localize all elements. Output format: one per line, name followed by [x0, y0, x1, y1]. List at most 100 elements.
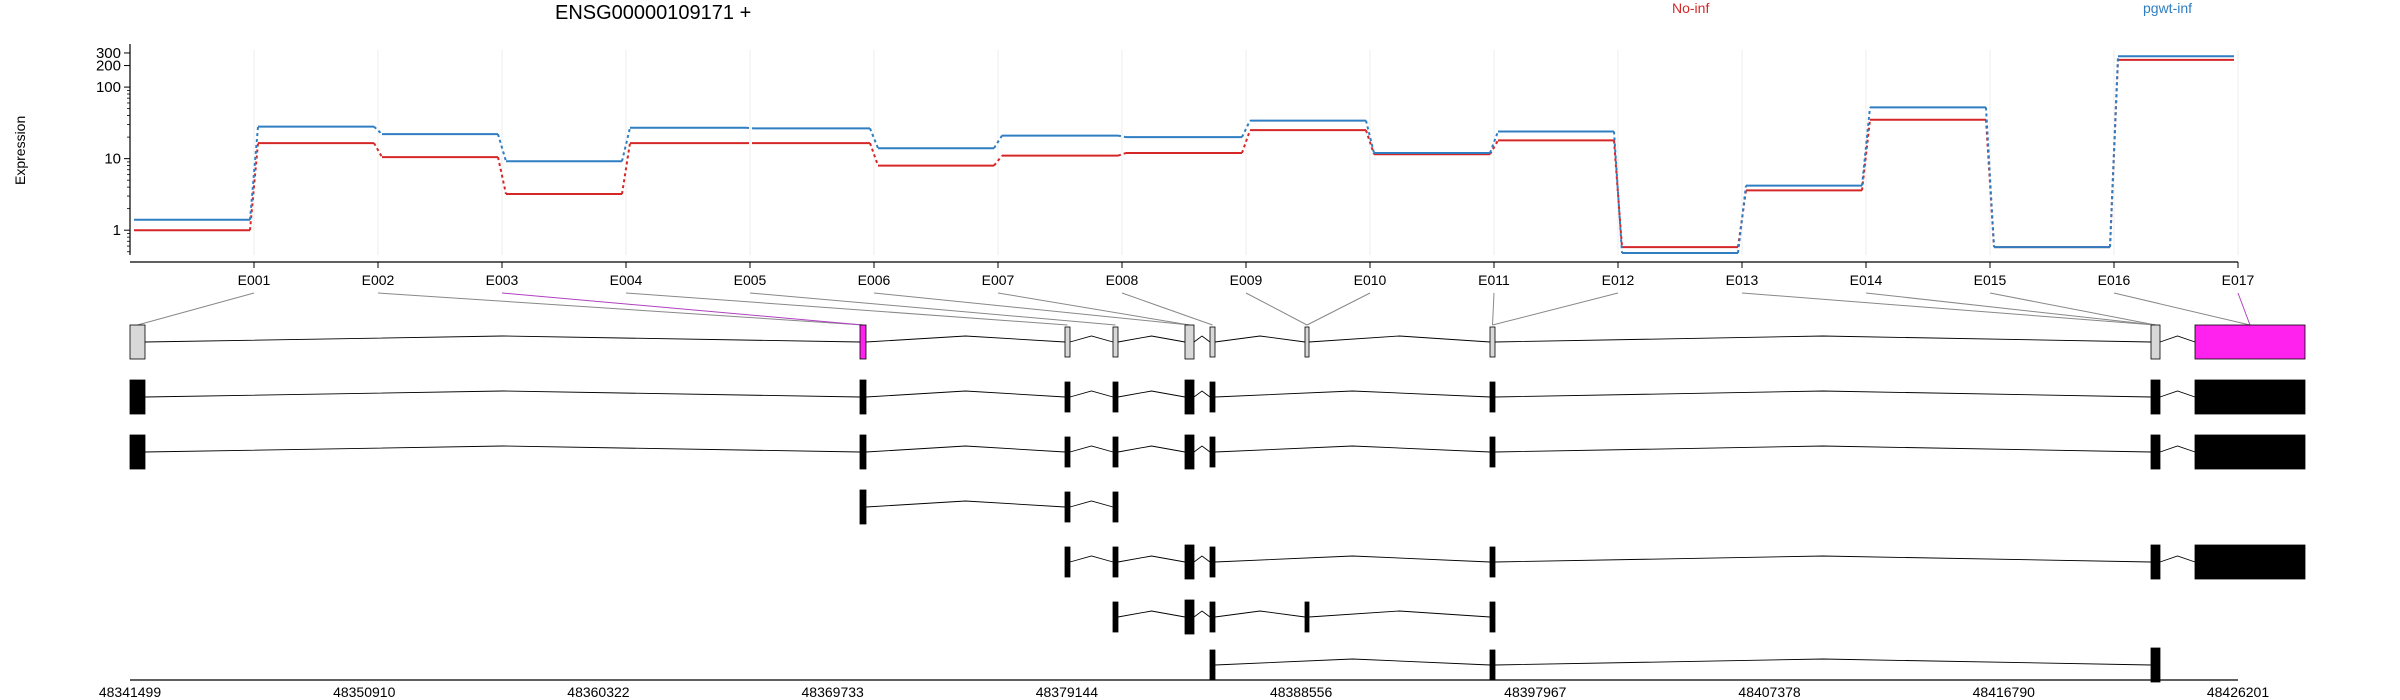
legend-no-inf: No-inf — [1672, 0, 1710, 16]
transcript-exon — [2150, 544, 2161, 580]
genomic-tick-label: 48369733 — [802, 684, 865, 700]
series-0-connector — [497, 156, 507, 195]
series-1-connector — [1737, 185, 1747, 254]
intron-line — [1494, 390, 2152, 398]
intron-line — [2159, 390, 2196, 398]
x-tick-label: E012 — [1602, 272, 1635, 288]
intron-line — [865, 445, 1066, 453]
intron-line — [1117, 335, 1186, 343]
flattened-exon — [2150, 324, 2161, 360]
transcript-exon — [1184, 599, 1195, 635]
intron-line — [865, 500, 1066, 508]
transcript-exon — [1112, 436, 1119, 468]
x-tick-label: E011 — [1478, 272, 1510, 288]
exon-connector — [377, 292, 864, 326]
series-0-connector — [373, 142, 383, 158]
genomic-tick-label: 48388556 — [1270, 684, 1333, 700]
intron-line — [1193, 445, 1211, 453]
transcript-exon — [1112, 491, 1119, 523]
y-tick-label: 10 — [104, 151, 121, 168]
exon-connector — [1121, 292, 1213, 326]
intron-line — [1308, 610, 1491, 618]
exon-connector — [749, 292, 1116, 326]
exon-connector — [1989, 292, 2156, 326]
transcript-exon — [2194, 434, 2306, 470]
transcript-exon — [2150, 647, 2161, 683]
series-0-connector — [869, 142, 879, 166]
genomic-tick-label: 48416790 — [1973, 684, 2036, 700]
y-tick-label: 200 — [96, 58, 121, 75]
intron-line — [1214, 390, 1491, 398]
series-0-connector — [1365, 129, 1375, 155]
x-tick-label: E007 — [982, 272, 1015, 288]
series-1-connector — [993, 135, 1003, 149]
intron-line — [1069, 445, 1114, 453]
x-tick-label: E008 — [1106, 272, 1139, 288]
transcript-exon — [1112, 381, 1119, 413]
intron-line — [1117, 445, 1186, 453]
y-tick-label: 100 — [96, 79, 121, 96]
x-tick-label: E005 — [734, 272, 767, 288]
transcript-exon — [1304, 601, 1310, 633]
series-0-connector — [1241, 129, 1251, 154]
chart-title: ENSG00000109171 + — [555, 2, 752, 24]
transcript-exon — [1209, 649, 1216, 681]
transcript-exon — [1064, 381, 1071, 413]
exon-connector — [2113, 292, 2251, 326]
exon-connector — [1865, 292, 2156, 326]
flattened-exon — [1304, 326, 1310, 358]
transcript-exon — [1064, 491, 1071, 523]
intron-line — [1494, 445, 2152, 453]
transcript-exon — [1184, 379, 1195, 415]
intron-line — [1117, 390, 1186, 398]
transcript-exon — [1489, 649, 1496, 681]
transcript-exon — [1184, 544, 1195, 580]
transcript-exon — [1209, 381, 1216, 413]
intron-line — [144, 445, 861, 453]
flattened-exon — [1209, 326, 1216, 358]
series-0-connector — [249, 142, 259, 231]
x-tick-label: E001 — [238, 272, 271, 288]
series-0-connector — [621, 142, 631, 195]
exon-connector — [2237, 292, 2251, 326]
transcript-exon — [859, 434, 867, 470]
flattened-exon — [1112, 326, 1119, 358]
exon-connector — [997, 292, 1190, 326]
intron-line — [1193, 555, 1211, 563]
transcript-exon — [1209, 436, 1216, 468]
transcript-exon — [1489, 436, 1496, 468]
intron-line — [1214, 335, 1306, 343]
exon-connector — [1492, 292, 1495, 326]
intron-line — [2159, 445, 2196, 453]
intron-line — [144, 390, 861, 398]
exon-connector — [873, 292, 1190, 326]
genomic-tick-label: 48397967 — [1504, 684, 1567, 700]
x-tick-label: E017 — [2222, 272, 2255, 288]
x-tick-label: E009 — [1230, 272, 1263, 288]
series-1-connector — [1117, 134, 1127, 139]
exon-connector — [1492, 292, 1619, 326]
intron-line — [1494, 658, 2152, 666]
x-tick-label: E015 — [1974, 272, 2007, 288]
transcript-exon — [1209, 601, 1216, 633]
x-tick-label: E016 — [2098, 272, 2131, 288]
intron-line — [1117, 555, 1186, 563]
exon-connector — [625, 292, 1068, 326]
genomic-tick-label: 48360322 — [567, 684, 630, 700]
flattened-exon — [1184, 324, 1195, 360]
transcript-exon — [2194, 379, 2306, 415]
intron-line — [1117, 610, 1186, 618]
exon-connector — [1741, 292, 2156, 326]
transcript-exon — [1112, 546, 1119, 578]
flattened-exon — [1064, 326, 1071, 358]
intron-line — [144, 335, 861, 343]
y-tick-label: 300 — [96, 45, 121, 62]
intron-line — [2159, 555, 2196, 563]
series-0-connector — [1117, 152, 1127, 157]
genomic-tick-label: 48407378 — [1738, 684, 1801, 700]
exon-connector — [1245, 292, 1308, 326]
transcript-exon — [859, 379, 867, 415]
intron-line — [1494, 335, 2152, 343]
intron-line — [1214, 610, 1306, 618]
